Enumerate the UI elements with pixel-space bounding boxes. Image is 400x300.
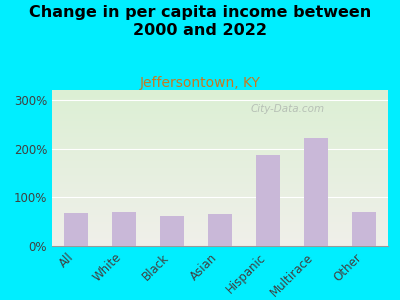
Bar	[208, 214, 232, 246]
Text: Jeffersontown, KY: Jeffersontown, KY	[140, 76, 260, 91]
Bar	[352, 212, 376, 246]
Text: City-Data.com: City-Data.com	[250, 104, 324, 114]
Bar	[64, 213, 88, 246]
Bar	[160, 216, 184, 246]
Bar	[256, 155, 280, 246]
Text: Change in per capita income between
2000 and 2022: Change in per capita income between 2000…	[29, 4, 371, 38]
Bar	[112, 212, 136, 246]
Bar	[304, 138, 328, 246]
